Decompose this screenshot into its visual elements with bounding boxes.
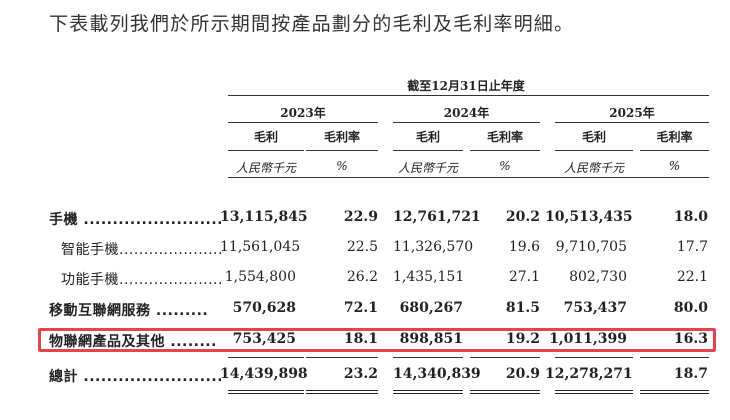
total-rule (393, 357, 463, 358)
year-2024-underline (393, 122, 540, 123)
unit-amount-2025: 人民幣千元 (563, 161, 624, 175)
colhdr-underline (228, 150, 304, 151)
cell: 570,628 (232, 300, 296, 316)
cell: 22.5 (346, 239, 378, 255)
year-2025: 2025年 (609, 106, 655, 120)
period-header: 截至12月31日止年度 (407, 79, 525, 93)
cell: 80.0 (673, 300, 708, 316)
highlight-box (38, 328, 716, 352)
double-rule (393, 390, 463, 391)
cell: 14,340,839 (393, 366, 481, 382)
row-label: 手機 ............................ (49, 212, 221, 228)
year-2023-underline (228, 122, 378, 123)
cell: 898,851 (399, 331, 463, 347)
double-rule (470, 390, 540, 391)
double-rule (640, 390, 709, 391)
table-row-total: 總計 ............................... 14,43… (0, 366, 730, 394)
intro-text: 下表載列我們於所示期間按產品劃分的毛利及毛利率明細。 (49, 13, 575, 35)
cell: 1,554,800 (224, 269, 296, 285)
colhdr-underline (470, 150, 540, 151)
total-rule (640, 357, 709, 358)
col-gross-margin-2024: 毛利率 (486, 130, 523, 144)
total-rule (470, 357, 540, 358)
cell: 1,011,399 (549, 331, 627, 347)
unit-amount-2023: 人民幣千元 (235, 161, 296, 175)
cell: 802,730 (569, 269, 627, 285)
table-row: 智能手機........................... 11,561,0… (0, 239, 730, 267)
double-rule (555, 390, 633, 391)
double-rule (228, 390, 304, 391)
col-gross-margin-2023: 毛利率 (323, 130, 360, 144)
cell: 72.1 (343, 300, 378, 316)
cell: 12,761,721 (393, 209, 481, 225)
table-row: 手機 ............................ 13,115,8… (0, 209, 730, 237)
cell: 10,513,435 (545, 209, 633, 225)
cell: 1,435,151 (393, 269, 465, 285)
double-rule (470, 393, 540, 394)
cell: 11,326,570 (393, 239, 474, 255)
unit-amount-2024: 人民幣千元 (397, 161, 458, 175)
period-underline (228, 95, 709, 96)
double-rule (228, 393, 304, 394)
cell: 12,278,271 (545, 366, 633, 382)
row-label: 物聯網產品及其他 ........ (49, 334, 217, 350)
cell: 680,267 (399, 300, 463, 316)
colhdr-underline (640, 150, 709, 151)
col-gross-profit-2025: 毛利 (581, 130, 606, 144)
year-2025-underline (555, 122, 709, 123)
header-bottom-rule (228, 177, 709, 178)
cell: 22.1 (676, 269, 708, 285)
double-rule (640, 393, 709, 394)
cell: 753,425 (232, 331, 296, 347)
double-rule (555, 393, 633, 394)
col-gross-profit-2024: 毛利 (415, 130, 440, 144)
cell: 22.9 (343, 209, 378, 225)
col-gross-profit-2023: 毛利 (253, 130, 278, 144)
cell: 19.2 (505, 331, 540, 347)
cell: 19.6 (508, 239, 540, 255)
double-rule (306, 393, 378, 394)
double-rule (393, 393, 463, 394)
cell: 23.2 (343, 366, 378, 382)
cell: 14,439,898 (220, 366, 308, 382)
total-rule (306, 357, 378, 358)
double-rule (306, 390, 378, 391)
table-row: 物聯網產品及其他 ........ 753,425 18.1 898,851 1… (0, 331, 730, 359)
cell: 9,710,705 (555, 239, 627, 255)
total-rule (555, 357, 633, 358)
colhdr-underline (555, 150, 633, 151)
table-row: 功能手機........................... 1,554,80… (0, 269, 730, 297)
cell: 16.3 (673, 331, 708, 347)
cell: 11,561,045 (220, 239, 301, 255)
row-label: 智能手機........................... (61, 242, 221, 258)
colhdr-underline (393, 150, 463, 151)
unit-pct-2025: % (668, 159, 681, 173)
cell: 26.2 (346, 269, 378, 285)
table-row: 移動互聯網服務 ......... 570,628 72.1 680,267 8… (0, 300, 730, 328)
cell: 17.7 (676, 239, 708, 255)
cell: 753,437 (563, 300, 627, 316)
cell: 18.0 (673, 209, 708, 225)
cell: 18.1 (343, 331, 378, 347)
cell: 13,115,845 (220, 209, 308, 225)
row-label: 移動互聯網服務 ......... (49, 303, 209, 319)
cell: 81.5 (505, 300, 540, 316)
col-gross-margin-2025: 毛利率 (656, 130, 693, 144)
cell: 20.2 (505, 209, 540, 225)
unit-pct-2023: % (336, 159, 348, 173)
colhdr-underline (306, 150, 378, 151)
total-rule (228, 357, 304, 358)
cell: 20.9 (505, 366, 540, 382)
year-2024: 2024年 (443, 106, 490, 120)
year-2023: 2023年 (280, 106, 326, 120)
cell: 18.7 (673, 366, 708, 382)
cell: 27.1 (508, 269, 540, 285)
unit-pct-2024: % (499, 159, 511, 173)
row-label: 功能手機........................... (61, 272, 221, 288)
row-label: 總計 ............................... (49, 369, 221, 385)
